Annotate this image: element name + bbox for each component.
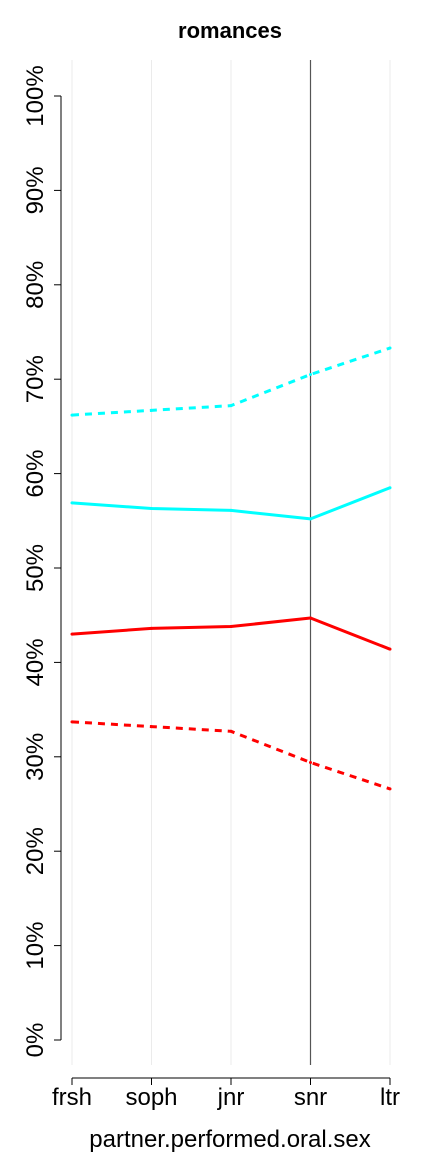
series-3-point-soph [150,626,153,630]
series-2-point-frsh [70,501,74,505]
y-tick-label: 20% [22,827,49,875]
x-tick-label-soph: soph [125,1084,177,1111]
series-group [70,346,392,791]
x-tick-label-frsh: frsh [52,1084,92,1111]
series-1-point-snr [309,372,312,376]
y-tick-label: 0% [22,1023,49,1058]
series-4-point-ltr [388,787,392,791]
series-1-point-jnr [229,404,233,408]
y-tick-label: 30% [22,733,49,781]
series-4-point-soph [150,725,153,729]
series-1-point-soph [150,408,153,412]
series-2-point-jnr [229,508,233,512]
grid-lines [71,60,391,1065]
chart-title: romances [178,18,282,43]
series-4-point-jnr [229,729,233,733]
y-tick-labels: 0% 10% 20% 30% 40% 50% 60% 70% 80% 90% 100% [22,65,49,1057]
y-tick-label: 90% [22,166,49,214]
series-4-point-snr [309,760,312,764]
series-4-point-frsh [70,720,74,724]
series-1-point-frsh [70,413,74,417]
y-tick-label: 50% [22,544,49,592]
series-2-point-soph [150,507,153,511]
y-tick-label: 10% [22,922,49,970]
y-tick-label: 40% [22,638,49,686]
series-3-point-jnr [229,625,233,629]
series-1-point-ltr [388,346,392,350]
y-tick-label: 60% [22,450,49,498]
x-tick-labels: frsh soph jnr snr ltr [52,1084,400,1111]
series-3-point-ltr [388,647,392,651]
x-tick-label-snr: snr [294,1084,327,1111]
y-tick-label: 80% [22,261,49,309]
series-3-point-snr [309,616,312,620]
series-3-point-frsh [70,632,74,636]
y-tick-label: 100% [22,65,49,126]
series-2-point-snr [309,517,312,521]
x-tick-label-ltr: ltr [380,1084,400,1111]
series-2-point-ltr [388,486,392,490]
axes [54,95,391,1085]
x-axis-label: partner.performed.oral.sex [89,1126,370,1152]
y-tick-label: 70% [22,355,49,403]
x-tick-label-jnr: jnr [217,1084,245,1111]
